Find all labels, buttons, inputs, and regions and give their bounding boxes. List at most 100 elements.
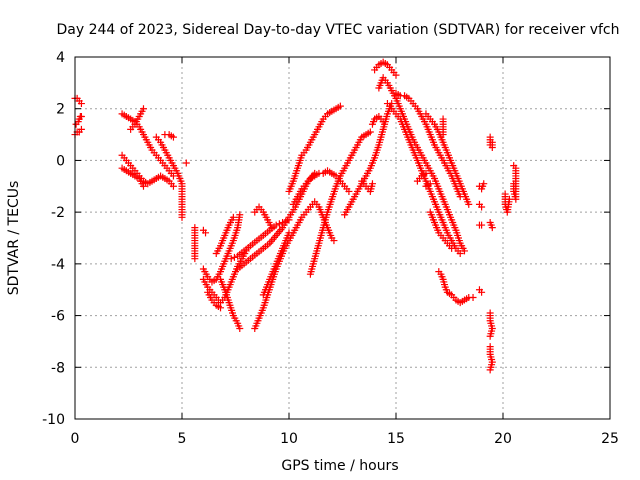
data-series-arc-03 [71,125,85,139]
y-tick-label: 2 [56,102,65,118]
data-point [139,182,147,190]
data-point [486,332,494,340]
data-point [230,253,238,261]
data-point [379,118,387,126]
data-point [460,247,468,255]
data-point [285,229,293,237]
x-tick-labels: 0 5 10 15 20 25 [71,431,619,447]
data-point [229,213,237,221]
data-point [169,182,177,190]
data-series-arc-23 [285,102,344,195]
data-point [77,112,85,120]
data-series-arc-27 [358,177,376,195]
data-series-arc-44 [486,218,496,232]
data-series-arc-37 [435,268,477,307]
data-point [191,255,199,263]
data-point [182,159,190,167]
data-point [478,203,486,211]
data-series-arc-06 [118,164,147,190]
data-series-arc-48 [510,162,520,203]
data-series-arc-45 [486,309,496,340]
data-series-arc-31 [383,100,464,258]
data-point [439,131,447,139]
data-point [469,293,477,301]
chart-title: Day 244 of 2023, Sidereal Day-to-day VTE… [56,22,619,38]
axis-ticks [74,56,611,420]
data-point [480,180,488,188]
data-series-arc-05 [118,151,177,190]
data-series-arc-28 [368,112,387,128]
data-series-arc-20 [251,203,276,232]
data-point [227,255,235,263]
plot-frame [74,56,611,420]
data-series-arc-33 [413,169,430,185]
data-point [77,100,85,108]
data-series-arc-41 [475,221,486,229]
data-point [478,288,486,296]
data-series-arc-11 [191,224,199,263]
data-point [345,187,353,195]
y-axis-title: SDTVAR / TECUs [6,181,22,296]
x-tick-label: 0 [71,431,80,447]
data-point [486,366,494,374]
data-series-arc-24 [289,167,353,208]
x-tick-label: 5 [178,431,187,447]
data-series-arc-47 [501,190,513,216]
data-series-arc-40 [475,200,486,211]
y-tick-labels: -10 -8 -6 -4 -2 0 2 4 [42,50,65,428]
data-series-arc-17 [217,275,244,332]
data-marks [71,58,520,374]
data-series-arc-21 [251,198,338,332]
x-axis-title: GPS time / hours [281,458,398,474]
data-point [465,200,473,208]
data-series-arc-25 [306,128,374,278]
data-point [77,125,85,133]
data-point [268,224,276,232]
data-point [510,162,518,170]
data-point [236,325,244,332]
grid [75,57,610,419]
data-point [392,71,400,79]
data-series-arc-42 [475,286,486,296]
data-series-arc-16 [212,213,237,258]
data-series-arc-34 [422,180,434,190]
y-tick-label: 0 [56,153,65,169]
data-series-arc-22 [259,229,293,299]
data-series-arc-01 [71,94,85,108]
data-series-arc-30 [375,74,468,255]
data-series-arc-12 [199,226,210,237]
data-point [275,220,283,228]
data-point [422,169,430,177]
data-point [236,211,244,219]
data-series-arc-39 [475,180,488,193]
data-series-arc-43 [486,133,496,151]
data-series-arc-02 [72,112,85,128]
x-tick-label: 15 [387,431,405,447]
data-point [169,133,177,141]
data-series-arc-08 [152,133,186,221]
data-point [139,105,147,113]
data-series-arc-13 [199,211,244,286]
x-tick-label: 10 [280,431,298,447]
data-point [368,180,376,188]
data-point [478,221,486,229]
data-point [505,195,513,203]
y-tick-label: 4 [56,50,65,66]
data-point [217,304,225,312]
y-tick-label: -2 [51,205,65,221]
data-point [178,213,186,221]
data-series-arc-14 [199,247,250,307]
data-series-arc-15 [204,288,225,312]
data-series-arc-10 [182,159,190,167]
data-series-arc-09 [161,131,177,141]
y-tick-label: -10 [42,412,65,428]
x-tick-label: 25 [601,431,619,447]
data-series-arc-07 [127,105,147,133]
data-series-arc-38 [439,115,447,139]
data-point [330,237,338,245]
data-point [426,180,434,188]
data-series-arc-46 [486,343,496,374]
data-point [456,250,464,258]
data-point [202,229,210,237]
